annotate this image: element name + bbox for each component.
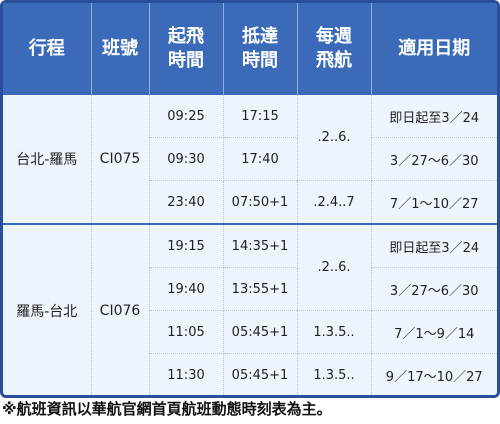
table-row: 11:30 05:45+1 1.3.5.. 9／17～10／27 [3, 353, 497, 395]
arrival-cell: 17:40 [223, 137, 298, 181]
period-cell: 7／1～10／27 [371, 180, 497, 225]
table-row: 23:40 07:50+1 .2.4..7 7／1～10／27 [3, 180, 497, 225]
departure-cell: 19:40 [149, 267, 224, 311]
period-cell: 7／1～9／14 [371, 310, 497, 354]
header-arrival: 抵達 時間 [223, 3, 298, 95]
table-row: 11:05 05:45+1 1.3.5.. 7／1～9／14 [3, 310, 497, 354]
arrival-cell: 07:50+1 [223, 180, 298, 225]
header-period: 適用日期 [371, 3, 497, 95]
weekly-days-cell: 1.3.5.. [297, 310, 372, 354]
table-row: 台北-羅馬 CI075 09:25 17:15 .2..6. 即日起至3／24 [3, 95, 497, 225]
arrival-cell: 05:45+1 [223, 353, 298, 395]
departure-cell: 09:30 [149, 137, 224, 181]
arrival-cell: 17:15 [223, 95, 298, 138]
departure-cell: 23:40 [149, 180, 224, 225]
weekly-days-cell: .2..6. [297, 224, 372, 311]
period-cell: 即日起至3／24 [371, 224, 497, 268]
route-cell: 羅馬-台北 [3, 224, 92, 395]
departure-cell: 09:25 [149, 95, 224, 138]
flight-no-cell: CI075 [91, 95, 150, 225]
flight-no-cell: CI076 [91, 224, 150, 395]
header-flight-no: 班號 [91, 3, 150, 95]
table-row: 19:40 13:55+1 3／27～6／30 [3, 267, 497, 311]
header-route: 行程 [3, 3, 92, 95]
departure-cell: 11:05 [149, 310, 224, 354]
header-departure: 起飛 時間 [149, 3, 224, 95]
period-cell: 3／27～6／30 [371, 267, 497, 311]
header-weekly: 每週 飛航 [297, 3, 372, 95]
weekly-days-cell: .2.4..7 [297, 180, 372, 225]
period-cell: 9／17～10／27 [371, 353, 497, 395]
departure-cell: 19:15 [149, 224, 224, 268]
flight-schedule-table: 行程 班號 起飛 時間 抵達 時間 每週 飛航 適用日期 台北-羅馬 CI075 09… [3, 3, 497, 395]
departure-cell: 11:30 [149, 353, 224, 395]
weekly-days-cell: 1.3.5.. [297, 353, 372, 395]
period-cell: 即日起至3／24 [371, 95, 497, 138]
weekly-days-cell: .2..6. [297, 95, 372, 181]
route-cell: 台北-羅馬 [3, 95, 92, 225]
arrival-cell: 13:55+1 [223, 267, 298, 311]
table-row: 09:30 17:40 3／27～6／30 [3, 137, 497, 181]
period-cell: 3／27～6／30 [371, 137, 497, 181]
footnote: ※航班資訊以華航官網首頁航班動態時刻表為主。 [2, 400, 332, 418]
table-row: 羅馬-台北 CI076 19:15 14:35+1 .2..6. 即日起至3／2… [3, 224, 497, 395]
arrival-cell: 05:45+1 [223, 310, 298, 354]
header-row: 行程 班號 起飛 時間 抵達 時間 每週 飛航 適用日期 [3, 3, 497, 95]
arrival-cell: 14:35+1 [223, 224, 298, 268]
schedule-table-frame: 行程 班號 起飛 時間 抵達 時間 每週 飛航 適用日期 台北-羅馬 CI075 09… [0, 0, 500, 398]
